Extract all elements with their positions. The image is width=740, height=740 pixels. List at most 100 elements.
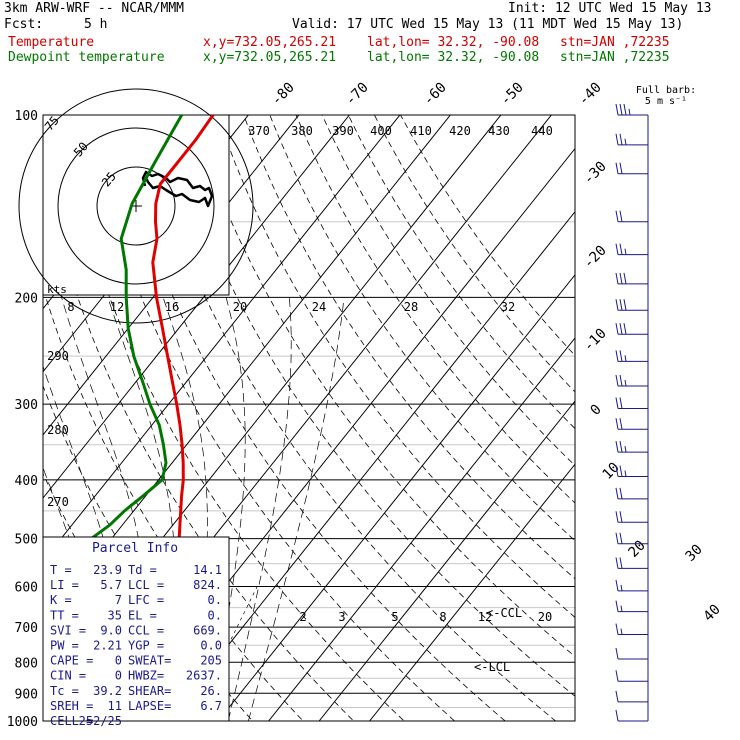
dry-adiabat-line	[347, 115, 575, 430]
dry-adiabat-line	[400, 115, 575, 357]
pressure-tick-label: 600	[15, 581, 38, 596]
parcel-info-value: 0.0	[200, 639, 222, 653]
parcel-info-value: 5.7	[100, 578, 122, 592]
wind-barb	[615, 350, 648, 362]
wind-barb	[615, 441, 648, 453]
wind-barb	[615, 103, 648, 116]
parcel-info-label: SREH =	[50, 699, 93, 713]
mixing-ratio-tick-label: 12	[478, 610, 492, 624]
hodograph-units-label: kts	[47, 283, 67, 296]
parcel-info-label: T =	[50, 563, 72, 577]
legend-dewpoint: Dewpoint temperature	[8, 50, 165, 65]
init-time: Init: 12 UTC Wed 15 May 13	[508, 1, 712, 16]
wind-barb	[615, 299, 648, 311]
wind-barb	[615, 243, 648, 256]
parcel-info-value: 0	[115, 669, 122, 683]
parcel-info-label: Td =	[128, 563, 157, 577]
legend-temperature-xy: x,y=732.05,265.21	[203, 35, 337, 50]
parcel-info-value: 6.7	[200, 699, 222, 713]
parcel-info-label: CAPE =	[50, 654, 93, 668]
parcel-info-label: SWEAT=	[128, 654, 171, 668]
parcel-info-value: 7	[115, 593, 122, 607]
theta-tick-label: 290	[47, 349, 69, 363]
parcel-info-value: 2637.	[186, 669, 222, 683]
parcel-info-value: 0.	[208, 608, 222, 622]
chart-header: 3km ARW-WRF -- NCAR/MMM Init: 12 UTC Wed…	[0, 0, 740, 70]
dry-adiabat-line	[191, 115, 575, 658]
theta-tick-label: 390	[332, 124, 354, 138]
wind-barbs: Full barb:5 m s⁻¹	[615, 85, 696, 722]
moist-adiabat-line	[227, 297, 292, 721]
parcel-info-value: 11	[108, 699, 122, 713]
parcel-info-value: 9.0	[100, 623, 122, 637]
dry-adiabat-line	[374, 115, 575, 393]
forecast-label: Fcst:	[4, 17, 44, 32]
hodo-speed-tick-label: 16	[165, 300, 179, 314]
hodograph-ring	[57, 127, 215, 285]
legend-dewpoint-xy: x,y=732.05,265.21	[203, 50, 337, 65]
theta-tick-label: 400	[370, 124, 392, 138]
wind-barb	[615, 647, 648, 660]
dry-adiabat-line	[269, 115, 575, 542]
dry-adiabat-line	[295, 115, 575, 504]
parcel-info-value: 824.	[193, 578, 222, 592]
pressure-tick-label: 100	[15, 109, 38, 124]
wind-barb	[615, 133, 648, 146]
annotation-ccl: <-CCL	[486, 606, 522, 620]
parcel-info-label: LAPSE=	[128, 699, 171, 713]
parcel-info-label: LCL =	[128, 578, 164, 592]
diagram-frame	[42, 114, 576, 722]
parcel-info-label: SVI =	[50, 623, 86, 637]
mixing-ratio-tick-label: 2	[299, 610, 306, 624]
isotherm-line	[43, 115, 350, 499]
isotherm-line	[217, 274, 575, 721]
isotherm-line	[167, 210, 575, 721]
parcel-info-label: K =	[50, 593, 72, 607]
wind-barb	[615, 323, 648, 335]
isotherm-tick-label: 40	[701, 602, 724, 625]
parcel-info-value: 39.2	[93, 684, 122, 698]
pressure-tick-label: 400	[15, 474, 38, 489]
barb-legend-title: Full barb:	[636, 85, 696, 96]
wind-barb	[615, 374, 648, 387]
hodo-speed-tick-label: 28	[404, 300, 418, 314]
mixing-ratio-tick-label: 3	[338, 610, 345, 624]
dry-adiabat-line	[164, 115, 575, 697]
parcel-info-value: 35	[108, 608, 122, 622]
parcel-info-label: LI =	[50, 578, 79, 592]
isotherm-tick-label: 0	[588, 402, 605, 419]
legend-dewpoint-station: stn=JAN ,72235	[560, 50, 670, 65]
valid-time: Valid: 17 UTC Wed 15 May 13 (11 MDT Wed …	[292, 17, 684, 32]
dry-adiabat-line	[60, 115, 405, 721]
isotherm-tick-label: -60	[421, 80, 450, 109]
wind-barb	[615, 511, 648, 523]
hodo-speed-tick-label: 12	[110, 300, 124, 314]
pressure-tick-label: 900	[15, 687, 38, 702]
legend-temperature-station: stn=JAN ,72235	[560, 35, 670, 50]
pressure-tick-label: 300	[15, 398, 38, 413]
parcel-info-value: 0.	[208, 593, 222, 607]
model-title: 3km ARW-WRF -- NCAR/MMM	[4, 1, 185, 16]
parcel-info-label: CELL =	[50, 714, 93, 728]
isotherm-tick-label: 30	[683, 542, 706, 565]
hodo-speed-tick-label: 20	[233, 300, 247, 314]
wind-barb	[615, 465, 648, 478]
wind-barb	[615, 623, 648, 636]
parcel-info-value: 26.	[200, 684, 222, 698]
isotherm-tick-label: -80	[269, 80, 298, 109]
theta-tick-label: 430	[488, 124, 510, 138]
hodograph-ring	[18, 88, 254, 324]
wind-barb	[615, 532, 648, 545]
parcel-info-label: CCL =	[128, 623, 164, 637]
parcel-info-label: HWBZ=	[128, 669, 164, 683]
forecast-hours: 5 h	[84, 17, 108, 32]
wind-barb	[615, 210, 648, 223]
wind-barb	[615, 690, 648, 703]
wind-barb	[615, 487, 648, 500]
theta-tick-label: 370	[248, 124, 270, 138]
theta-tick-label: 410	[410, 124, 432, 138]
theta-tick-label: 270	[47, 495, 69, 509]
wind-barb	[615, 418, 648, 430]
isotherm-tick-label: -40	[576, 80, 605, 109]
parcel-info-label: TT =	[50, 608, 79, 622]
